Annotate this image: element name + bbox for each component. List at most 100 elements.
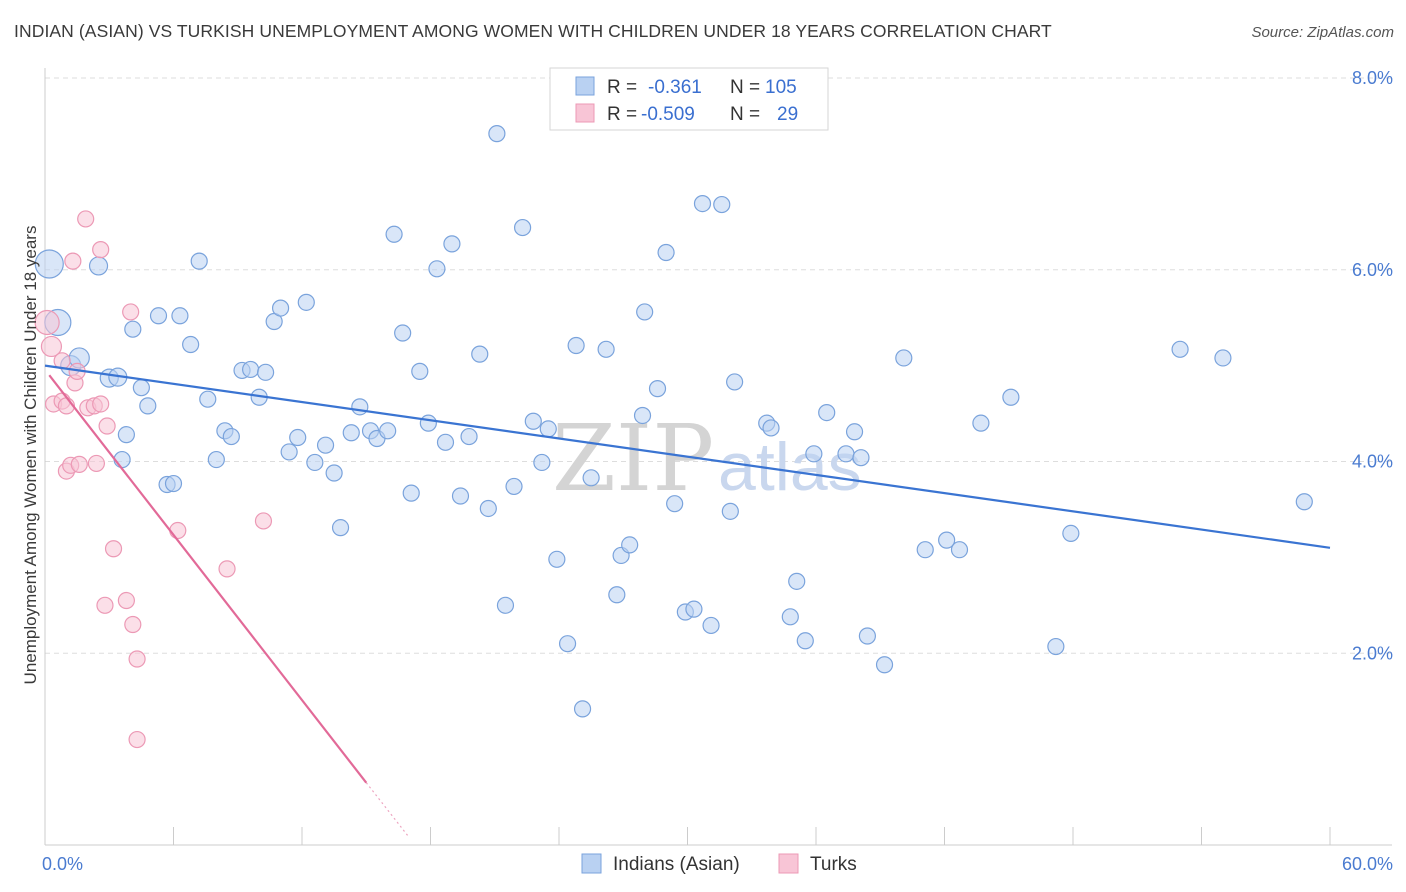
- turks-point-26: [169, 521, 187, 540]
- indians-point-77: [713, 195, 731, 214]
- indians-point-90: [858, 627, 877, 645]
- turks-point-12: [77, 210, 95, 228]
- indians-point-63: [582, 469, 600, 487]
- indians-point-48: [451, 487, 470, 505]
- indians-point-76: [702, 616, 720, 635]
- indians-point-74: [685, 600, 703, 618]
- series-indians-points: [34, 125, 1313, 718]
- legend-r-label-turks: R =: [607, 104, 637, 125]
- indians-point-84: [796, 632, 814, 650]
- indians-point-57: [533, 453, 551, 472]
- indians-point-62: [573, 700, 592, 718]
- watermark: ZIP atlas: [552, 405, 862, 512]
- indians-point-10: [132, 379, 150, 397]
- indians-point-68: [633, 406, 652, 425]
- indians-point-18: [199, 390, 217, 408]
- bottom-legend-swatch-indians: [581, 853, 602, 874]
- indians-point-44: [419, 414, 437, 432]
- indians-point-71: [657, 243, 675, 262]
- indians-point-49: [460, 427, 478, 446]
- legend-r-label-indians: R =: [607, 77, 637, 98]
- indians-point-61: [567, 336, 585, 355]
- x-tick-labels: 0.0% 60.0%: [42, 854, 1393, 874]
- y-tick-label-3: 8.0%: [1352, 68, 1393, 88]
- indians-point-64: [597, 340, 615, 358]
- indians-point-93: [916, 541, 934, 559]
- indians-point-91: [875, 656, 894, 674]
- indians-point-54: [505, 477, 523, 496]
- turks-point-1: [40, 335, 63, 358]
- indians-point-88: [845, 423, 864, 441]
- indians-point-58: [539, 420, 557, 438]
- indians-point-78: [721, 502, 739, 520]
- indians-point-100: [1171, 340, 1189, 358]
- indians-point-42: [402, 484, 420, 502]
- indians-point-87: [837, 445, 855, 463]
- indians-point-99: [1062, 524, 1080, 543]
- axes: [44, 68, 1392, 846]
- indians-point-50: [471, 345, 489, 363]
- turks-point-25: [128, 730, 146, 749]
- turks-point-8: [64, 252, 82, 270]
- series-turks-points: [34, 210, 273, 749]
- indians-point-75: [693, 194, 712, 213]
- indians-point-81: [762, 419, 780, 437]
- correlation-legend: R = -0.361 N = 105 R = -0.509 N = 29: [549, 67, 829, 131]
- indians-point-55: [513, 218, 532, 237]
- turks-point-21: [117, 591, 135, 610]
- indians-point-28: [280, 443, 298, 461]
- indians-point-70: [648, 380, 667, 398]
- indians-point-67: [621, 536, 639, 554]
- indians-point-82: [781, 608, 799, 626]
- turks-point-16: [92, 241, 110, 259]
- bottom-legend-swatch-turks: [778, 853, 799, 874]
- legend-r-value-turks: -0.509: [641, 104, 695, 125]
- indians-point-29: [289, 428, 307, 447]
- indians-point-36: [351, 398, 369, 416]
- turks-point-17: [92, 395, 110, 413]
- indians-point-86: [818, 404, 836, 422]
- legend-n-label-indians: N =: [730, 77, 760, 98]
- indians-point-35: [342, 424, 360, 442]
- indians-point-60: [558, 635, 577, 653]
- indians-point-41: [394, 324, 412, 342]
- indians-point-16: [182, 335, 200, 354]
- indians-point-101: [1214, 349, 1232, 367]
- indians-point-8: [117, 426, 135, 444]
- trendline-turks-extension: [365, 782, 410, 838]
- y-tick-label-0: 2.0%: [1352, 643, 1393, 663]
- legend-n-value-indians: 105: [765, 77, 797, 98]
- legend-n-value-turks: 29: [777, 104, 798, 125]
- turks-point-11: [70, 455, 88, 473]
- indians-point-65: [608, 586, 626, 604]
- legend-r-value-indians: -0.361: [648, 77, 702, 98]
- indians-point-4: [88, 256, 109, 276]
- indians-point-9: [124, 320, 142, 338]
- indians-point-31: [306, 453, 324, 472]
- watermark-zip: ZIP: [552, 405, 714, 512]
- indians-point-39: [379, 422, 397, 440]
- indians-point-46: [436, 433, 455, 451]
- indians-point-83: [788, 572, 806, 590]
- indians-point-45: [428, 260, 446, 278]
- indians-point-72: [666, 495, 684, 513]
- series-legend: Indians (Asian) Turks: [581, 853, 857, 875]
- indians-point-0: [34, 249, 64, 279]
- indians-point-92: [895, 349, 913, 367]
- bottom-legend-label-indians: Indians (Asian): [613, 854, 740, 875]
- turks-point-20: [104, 540, 123, 558]
- indians-point-102: [1295, 493, 1313, 511]
- indians-point-32: [316, 436, 335, 454]
- indians-point-94: [938, 531, 956, 549]
- x-tick-label-1: 60.0%: [1342, 854, 1393, 874]
- chart-title: INDIAN (ASIAN) VS TURKISH UNEMPLOYMENT A…: [14, 21, 1052, 41]
- turks-point-27: [218, 560, 236, 578]
- indians-point-85: [805, 445, 823, 463]
- bottom-legend-label-turks: Turks: [810, 854, 857, 875]
- trendline-turks: [48, 374, 368, 784]
- source-label: Source: ZipAtlas.com: [1251, 24, 1394, 41]
- indians-point-96: [972, 414, 990, 432]
- x-tick-label-0: 0.0%: [42, 854, 83, 874]
- indians-point-14: [164, 474, 183, 493]
